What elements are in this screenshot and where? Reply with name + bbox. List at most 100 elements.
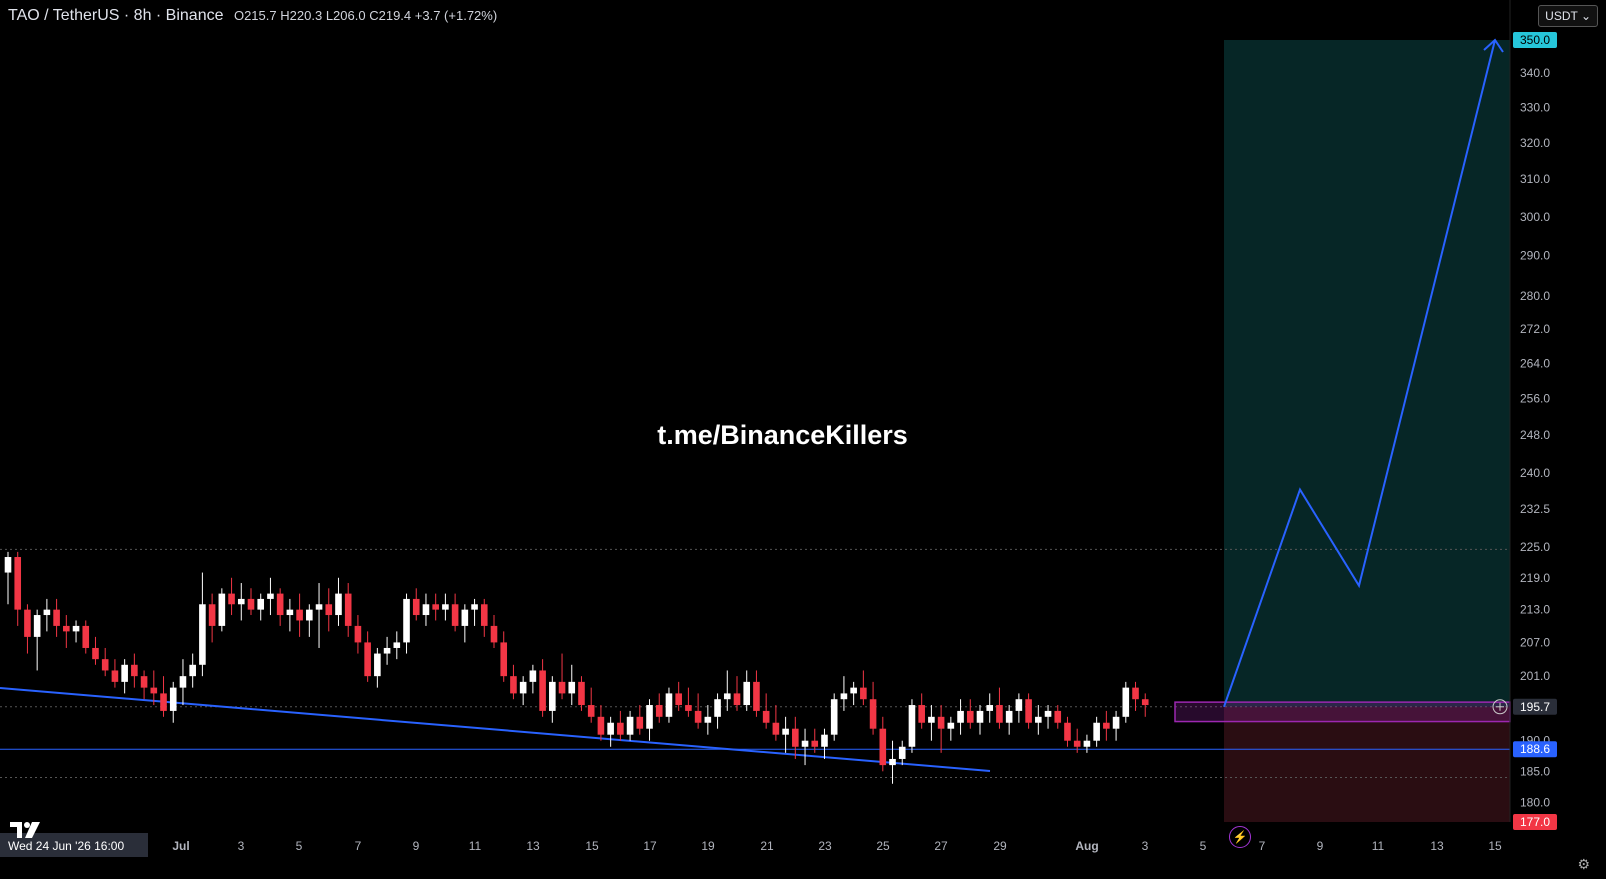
candle (296, 593, 303, 637)
candle (976, 705, 984, 735)
candle-body (490, 625, 498, 643)
close-value: 219.4 (378, 8, 412, 23)
candle-body (160, 693, 167, 711)
candle-body (354, 625, 362, 643)
candle (898, 740, 906, 766)
candle-body (1064, 722, 1071, 741)
candle (558, 653, 566, 700)
candle-body (374, 653, 381, 677)
candle (1122, 681, 1130, 723)
candle-body (179, 676, 187, 688)
candle (753, 670, 760, 717)
time-tick-label: 11 (469, 839, 482, 853)
candle-body (63, 625, 70, 632)
tradingview-logo-icon[interactable] (10, 820, 42, 840)
candle-body (218, 593, 226, 626)
candle (471, 598, 478, 626)
price-tick-label: 207.0 (1520, 635, 1550, 649)
time-tick-label: 7 (1259, 839, 1266, 853)
candle (636, 705, 644, 735)
price-tick-label: 272.0 (1520, 322, 1550, 336)
candle (947, 716, 955, 741)
candle (578, 676, 585, 711)
close-label: C (369, 8, 379, 23)
candle-body (957, 710, 964, 723)
candle (480, 598, 488, 637)
candle-body (140, 676, 148, 688)
candle (4, 551, 12, 605)
candle-body (393, 642, 401, 648)
candle (539, 659, 546, 717)
candle-body (529, 670, 537, 682)
candle (646, 699, 653, 741)
lightning-icon[interactable]: ⚡ (1229, 826, 1251, 848)
candle-body (1025, 699, 1032, 723)
candle-body (1073, 740, 1081, 747)
time-tick-label: 17 (643, 839, 657, 853)
candle (1073, 728, 1081, 753)
candle (53, 598, 60, 637)
currency-selector[interactable]: USDT ⌄ (1538, 5, 1598, 27)
candle-body (92, 647, 99, 660)
candle (412, 588, 420, 621)
candle-body (665, 693, 673, 717)
price-tick-label: 240.0 (1520, 466, 1550, 480)
candle-body (33, 615, 41, 637)
candle-body (480, 604, 488, 626)
watermark-text: t.me/BinanceKillers (657, 420, 908, 450)
candle (996, 687, 1003, 729)
candle-body (422, 604, 430, 616)
candle-body (685, 705, 692, 711)
time-tick-label: 15 (585, 839, 599, 853)
candle (597, 705, 605, 741)
symbol-header: TAO / TetherUS · 8h · Binance O215.7 H22… (8, 7, 497, 25)
candle (850, 681, 857, 706)
candle-body (228, 593, 235, 605)
candle (1141, 693, 1149, 717)
ohlc-values: O215.7 H220.3 L206.0 C219.4 +3.7 (+1.72%… (234, 8, 497, 23)
candle (1132, 681, 1139, 711)
projection-arrowhead (1483, 38, 1504, 53)
symbol-title[interactable]: TAO / TetherUS · 8h · Binance (8, 7, 224, 24)
candle (733, 676, 741, 711)
candle (422, 593, 430, 626)
candle (694, 693, 702, 729)
candle-body (918, 705, 925, 723)
price-tick-label: 310.0 (1520, 172, 1550, 186)
price-tick-label: 290.0 (1520, 249, 1550, 263)
settings-gear-icon[interactable]: ⚙ (1577, 856, 1590, 872)
candle (1083, 734, 1091, 753)
candle (199, 572, 206, 677)
candle-body (850, 687, 857, 694)
price-tick-label: 280.0 (1520, 289, 1550, 303)
candle-body (568, 681, 576, 694)
candle-body (928, 716, 935, 723)
add-alert-icon[interactable] (1492, 699, 1508, 715)
candle (33, 609, 41, 671)
candle (14, 551, 22, 626)
candle (1103, 710, 1110, 741)
candle (811, 728, 819, 753)
candle (344, 583, 352, 637)
candle-body (53, 609, 60, 626)
candle-body (412, 598, 420, 616)
candle (704, 705, 712, 735)
candle (393, 631, 401, 660)
candle-body (1093, 722, 1100, 741)
candle (189, 653, 196, 688)
candle (821, 728, 828, 759)
candle-body (578, 681, 585, 706)
time-tick-label: Jul (172, 839, 189, 853)
high-label: H (280, 8, 290, 23)
candle (1005, 705, 1013, 735)
candle-body (782, 728, 789, 735)
price-tick-label: 330.0 (1520, 100, 1550, 114)
candle (403, 593, 410, 654)
candle-body (461, 609, 469, 626)
candle-body (325, 604, 333, 616)
candle-body (947, 722, 955, 729)
candle-body (208, 604, 216, 626)
candle-body (986, 705, 994, 711)
candle-body (82, 625, 90, 648)
